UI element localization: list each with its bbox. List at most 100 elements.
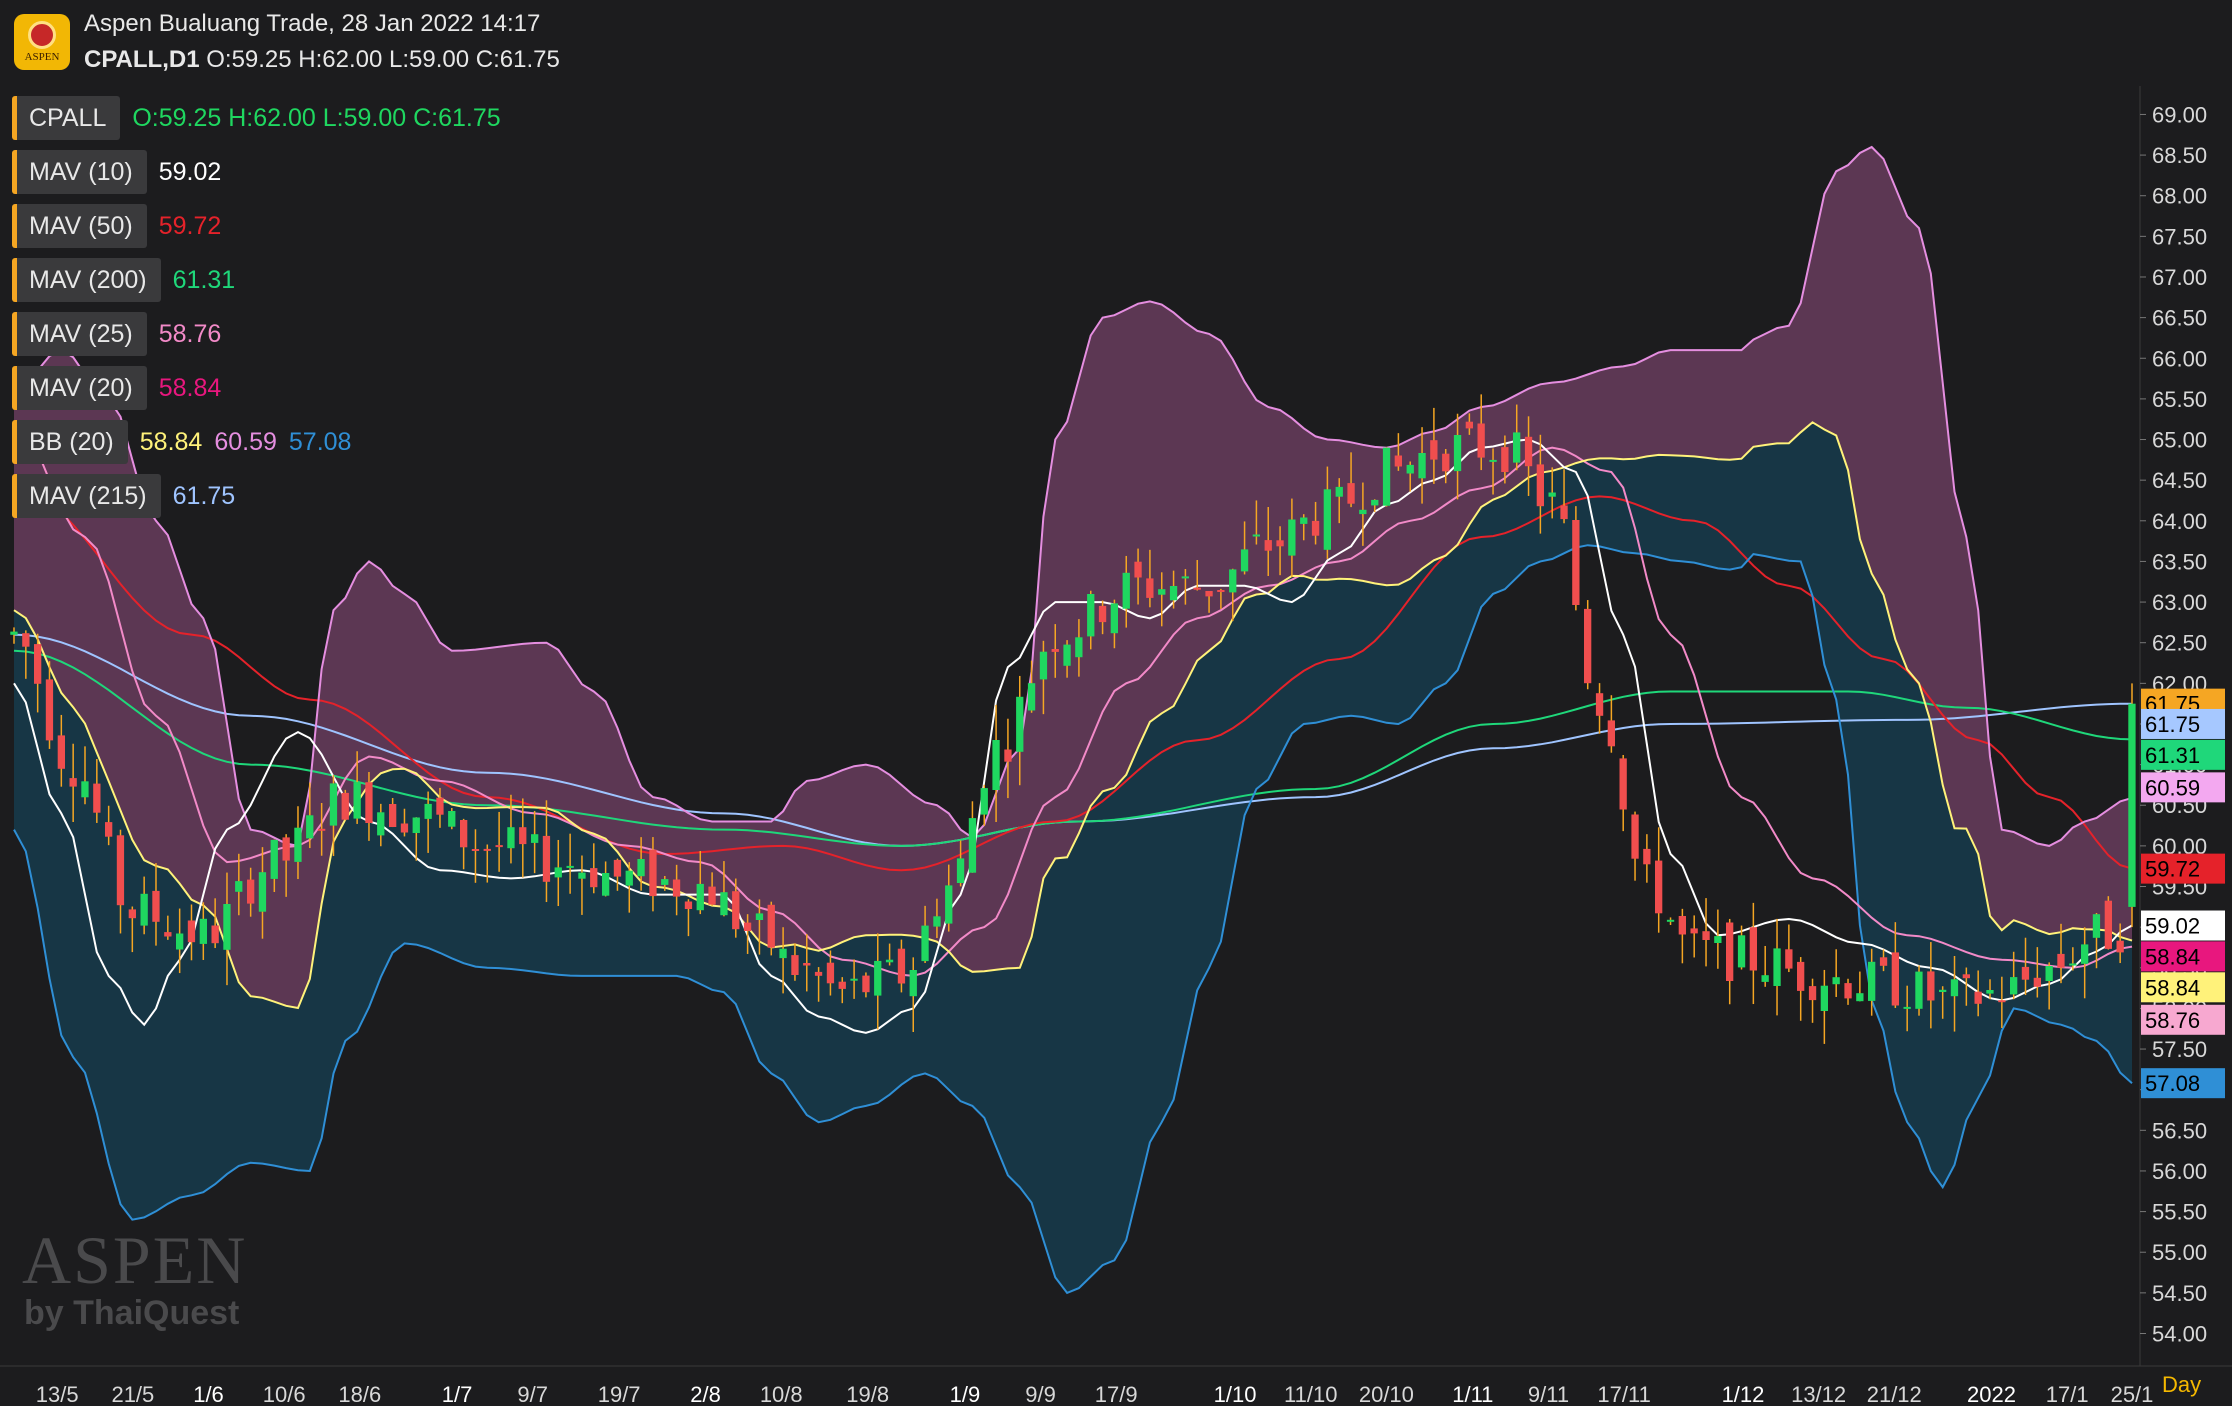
candle-body (1950, 979, 1959, 997)
bb-lower-line (13, 544, 2133, 1295)
legend-label[interactable]: MAV (25) (12, 312, 147, 356)
candle-body (1489, 459, 1497, 462)
price-tick-label: 66.50 (2152, 306, 2207, 331)
candle-body (1110, 603, 1118, 634)
chart-area[interactable]: 69.00 68.50 68.00 67.50 67.00 66.50 66.00 65.50… (0, 86, 2232, 1406)
candle-body (412, 817, 420, 833)
candle-body (471, 849, 480, 851)
candle-body (1501, 447, 1509, 472)
time-tick-label: 21/5 (111, 1382, 154, 1406)
candle-body (270, 839, 278, 879)
candle-body (602, 873, 610, 896)
title-bar: ASPEN Aspen Bualuang Trade, 28 Jan 2022 … (0, 0, 2232, 84)
legend-row-mav20[interactable]: MAV (20) 58.84 (12, 366, 501, 410)
legend-row-cpall[interactable]: CPALL O:59.25 H:62.00 L:59.00 C:61.75 (12, 96, 501, 140)
aspen-logo: ASPEN (14, 14, 70, 70)
candle-body (1347, 483, 1355, 504)
candle-body (329, 783, 338, 826)
candle-body (1726, 922, 1734, 981)
legend-row-mav200[interactable]: MAV (200) 61.31 (12, 258, 501, 302)
candle-body (743, 922, 752, 931)
candle-body (1430, 440, 1438, 460)
candle-body (128, 909, 136, 919)
candle-body (850, 978, 858, 981)
candle-body (1240, 549, 1249, 572)
legend-row-mav10[interactable]: MAV (10) 59.02 (12, 150, 501, 194)
price-badge-label: 58.76 (2145, 1008, 2200, 1033)
candle-body (199, 918, 207, 944)
candle-body (1323, 489, 1331, 550)
price-tick-label: 54.00 (2152, 1321, 2207, 1346)
legend-label[interactable]: MAV (10) (12, 150, 147, 194)
legend-label[interactable]: MAV (20) (12, 366, 147, 410)
candle-body (1477, 423, 1485, 458)
candle-body (779, 948, 787, 959)
legend-row-mav215[interactable]: MAV (215) 61.75 (12, 474, 501, 518)
legend-label[interactable]: MAV (50) (12, 204, 147, 248)
price-badge-label: 57.08 (2145, 1071, 2200, 1096)
legend-label[interactable]: CPALL (12, 96, 121, 140)
price-badge (2141, 739, 2225, 770)
candle-body (1075, 637, 1083, 658)
candle-body (874, 960, 882, 996)
candle-body (838, 981, 846, 989)
candle-body (1465, 421, 1473, 429)
timeframe-unit-label[interactable]: Day (2162, 1372, 2202, 1397)
candle-body (34, 644, 42, 684)
time-tick-label: 9/9 (1025, 1382, 1056, 1406)
legend-row-mav25[interactable]: MAV (25) 58.76 (12, 312, 501, 356)
legend-label[interactable]: MAV (215) (12, 474, 161, 518)
candle-body (105, 822, 113, 837)
candle-body (1797, 961, 1805, 991)
legend-value-mid: 58.84 (139, 427, 203, 456)
candle-body (1962, 974, 1970, 979)
candle-body (1513, 432, 1521, 463)
candle-body (1856, 993, 1864, 1002)
candle-body (1832, 977, 1840, 985)
watermark-sub: by ThaiQuest (24, 1294, 240, 1332)
candle-body (2116, 940, 2124, 953)
candle-body (542, 835, 551, 882)
candle-body (1371, 499, 1379, 506)
candle-body (448, 811, 456, 827)
time-tick-label: 10/6 (263, 1382, 306, 1406)
candle-body (306, 815, 314, 839)
legend-row-bb20[interactable]: BB (20) 58.84 60.59 57.08 (12, 420, 501, 464)
candle-body (531, 834, 539, 843)
candle-body (1288, 519, 1296, 556)
candle-body (566, 865, 574, 868)
candle-body (1844, 983, 1852, 999)
candle-body (1773, 948, 1781, 986)
price-badge (2141, 708, 2225, 739)
legend-label[interactable]: MAV (200) (12, 258, 161, 302)
candle-body (436, 797, 444, 815)
candle-body (980, 788, 988, 815)
candle-body (2069, 963, 2077, 966)
candle-body (1193, 587, 1201, 590)
price-tick-label: 68.00 (2152, 184, 2207, 209)
candle-body (1016, 696, 1024, 752)
time-tick-label: 1/6 (193, 1382, 224, 1406)
legend-value: 61.75 (172, 481, 236, 510)
candle-body (93, 783, 101, 813)
candle-body (2092, 914, 2101, 938)
candle-body (1879, 957, 1888, 966)
candle-body (2045, 966, 2053, 981)
price-badge (2141, 853, 2225, 884)
candle-body (365, 782, 373, 823)
price-tick-label: 64.50 (2152, 468, 2207, 493)
price-chart[interactable]: 69.00 68.50 68.00 67.50 67.00 66.50 66.00 65.50… (0, 86, 2232, 1406)
price-tick-label: 65.50 (2152, 387, 2207, 412)
price-badge-label: 59.02 (2145, 914, 2200, 939)
legend-row-mav50[interactable]: MAV (50) 59.72 (12, 204, 501, 248)
candle-body (684, 901, 693, 909)
candle-body (732, 891, 740, 930)
candle-body (1169, 586, 1178, 601)
candle-body (578, 872, 586, 879)
candle-body (22, 633, 30, 647)
price-tick-label: 57.50 (2152, 1037, 2207, 1062)
time-tick-label: 19/8 (846, 1382, 889, 1406)
bb-upper-fill (14, 147, 2132, 1008)
candle-body (720, 892, 728, 916)
legend-label[interactable]: BB (20) (12, 420, 128, 464)
